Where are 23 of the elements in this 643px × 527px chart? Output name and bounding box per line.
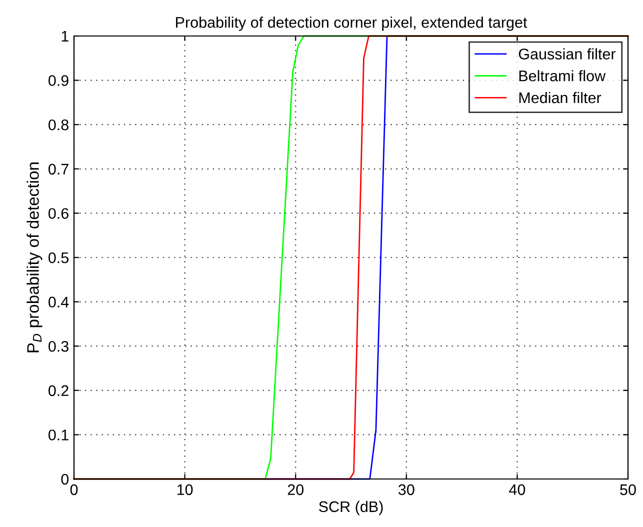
legend-label: Beltrami flow [519,70,606,82]
x-tick-label: 40 [509,484,526,496]
y-tick-label: 0.6 [48,208,68,219]
y-tick-label: 1 [62,31,68,42]
y-tick-label: 0.7 [48,164,68,175]
y-tick-label: 0.1 [48,430,68,440]
y-tick-label: 0.5 [48,252,68,264]
x-tick-label: 50 [620,484,636,496]
y-axis-title: P$_{D}$ probability of detection [26,162,42,352]
y-tick-label: 0 [61,474,69,485]
x-tick-label: 10 [177,484,193,496]
y-tick-label: 0.4 [48,296,69,308]
x-tick-label: 30 [398,484,414,496]
chart-title: Probability of detection corner pixel, extended target [176,16,528,31]
legend-label: Median filter [519,92,602,104]
legend-label: Gaussian filter [518,48,616,60]
x-axis-title: SCR (dB) [319,500,383,516]
x-tick-label: 0 [70,484,78,496]
x-tick-label: 20 [288,484,304,496]
y-tick-label: 0.2 [48,385,68,396]
y-tick-label: 0.3 [48,340,68,352]
y-tick-label: 0.8 [48,119,68,130]
y-tick-label: 0.9 [48,75,68,86]
